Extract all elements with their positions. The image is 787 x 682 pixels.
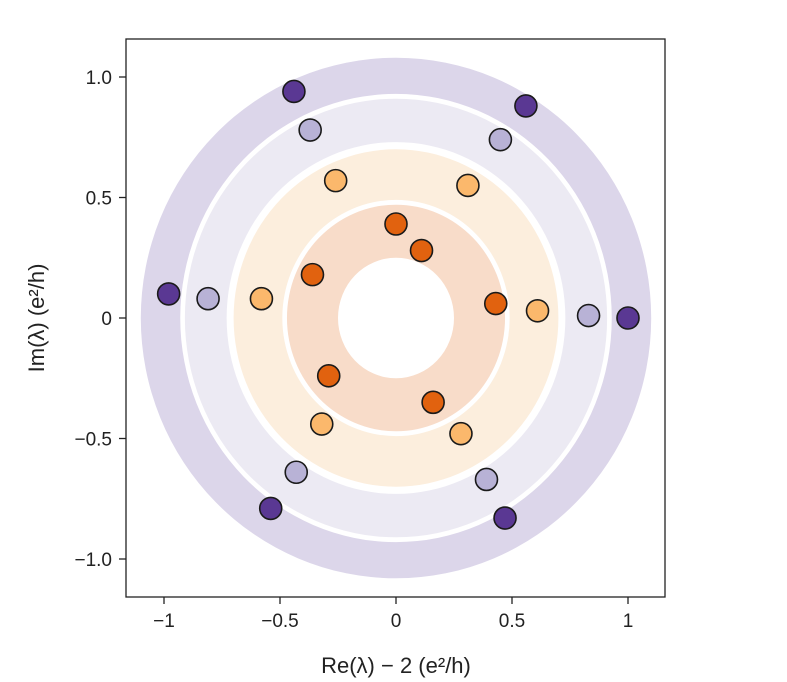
x-tick-label: 1	[623, 611, 634, 632]
x-tick-label: 0.5	[499, 611, 525, 632]
data-point	[323, 168, 348, 193]
data-point	[576, 303, 601, 328]
x-tick-label: 0	[391, 611, 402, 632]
data-point	[298, 118, 322, 142]
x-axis-label: Re(λ) − 2 (e²/h)	[321, 653, 471, 678]
data-point	[249, 286, 274, 311]
data-point	[258, 496, 283, 521]
data-point	[309, 412, 334, 436]
data-point	[525, 298, 550, 323]
y-tick-label: 0.5	[86, 189, 112, 210]
data-point	[421, 390, 445, 415]
y-tick-label: 0	[101, 309, 112, 330]
y-tick-label: 1.0	[86, 68, 112, 89]
x-tick-label: −1	[153, 611, 175, 632]
y-tick-label: −1.0	[74, 550, 112, 571]
data-point	[493, 506, 517, 530]
data-point	[300, 262, 325, 287]
data-point	[456, 173, 480, 198]
data-point	[196, 286, 220, 311]
data-point	[284, 460, 309, 485]
data-point	[488, 127, 513, 152]
y-axis-label: Im(λ) (e²/h)	[24, 264, 49, 373]
data-point	[409, 238, 434, 263]
data-points	[156, 79, 640, 530]
ring-band-4	[286, 204, 506, 432]
y-axis-ticks: 1.0 0.5 0 −0.5 −1.0	[74, 68, 126, 571]
data-point	[316, 364, 341, 388]
data-point	[474, 467, 499, 492]
data-point	[616, 306, 640, 330]
ring-bands	[140, 57, 652, 579]
data-point	[282, 79, 306, 104]
y-tick-label: −0.5	[74, 430, 112, 451]
data-point	[384, 212, 408, 236]
x-tick-label: −0.5	[261, 611, 299, 632]
data-point	[449, 421, 473, 446]
data-point	[514, 94, 538, 118]
ring-band-3	[233, 149, 559, 487]
data-point	[156, 282, 181, 306]
data-point	[483, 291, 508, 316]
x-axis-ticks: −1 −0.5 0 0.5 1	[153, 597, 633, 632]
